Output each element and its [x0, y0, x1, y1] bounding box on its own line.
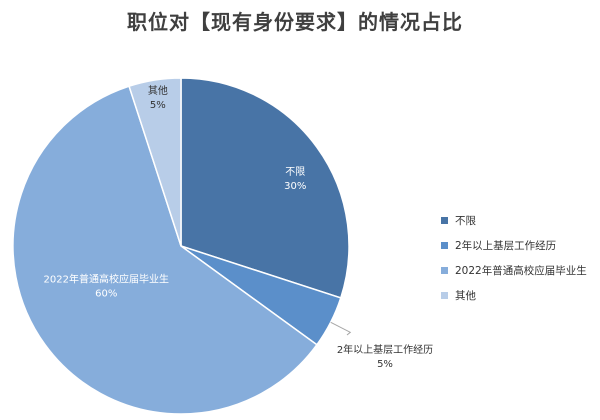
- pie-slices: [12, 77, 350, 415]
- pie-labels: 不限 30% 2年以上基层工作经历 5% 2022年普通高校应届毕业生 60% 其他 5%: [44, 84, 434, 370]
- chart-title: 职位对【现有身份要求】的情况占比: [127, 10, 463, 34]
- legend-swatch: [441, 242, 448, 249]
- legend-label: 2022年普通高校应届毕业生: [455, 264, 587, 277]
- legend-swatch: [441, 217, 448, 224]
- pie-slice: [128, 77, 182, 247]
- slice-category-label: 不限: [285, 166, 305, 178]
- slice-category-label: 其他: [148, 84, 168, 97]
- slice-percent-label: 5%: [150, 100, 166, 111]
- legend-swatch: [441, 292, 448, 299]
- legend-label: 其他: [455, 289, 476, 302]
- legend-label: 不限: [455, 215, 476, 227]
- pie-slice: [12, 85, 318, 415]
- slice-category-label: 2022年普通高校应届毕业生: [44, 272, 169, 285]
- leader-line: [330, 321, 352, 336]
- slice-percent-label: 5%: [377, 359, 393, 370]
- pie-slice: [180, 77, 350, 299]
- legend-swatch: [441, 267, 448, 274]
- legend-label: 2年以上基层工作经历: [455, 239, 556, 252]
- slice-percent-label: 60%: [95, 288, 117, 299]
- slice-category-label: 2年以上基层工作经历: [337, 343, 433, 356]
- slice-percent-label: 30%: [284, 181, 306, 192]
